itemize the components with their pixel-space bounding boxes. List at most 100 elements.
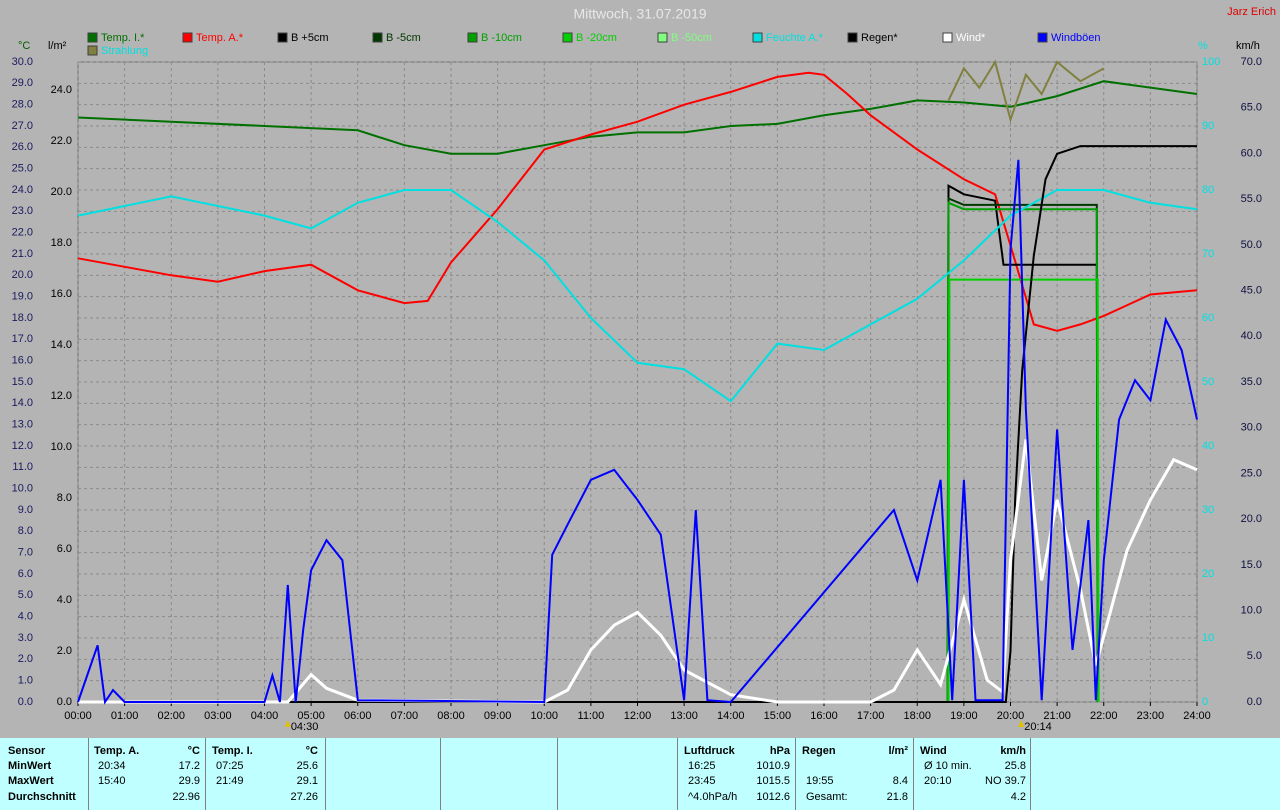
cell-value: 1012.6 [756, 791, 790, 803]
column-unit: km/h [1000, 745, 1026, 757]
y-tick-label: 26.0 [12, 141, 33, 153]
table-divider [205, 738, 206, 810]
y-tick-label: 15.0 [12, 376, 33, 388]
y4-tick-label: 0.0 [1247, 696, 1262, 708]
y-tick-label: 14.0 [12, 397, 33, 409]
y-tick-label: 18.0 [12, 312, 33, 324]
cell-value: 29.1 [296, 775, 318, 787]
x-tick-label: 15:00 [764, 710, 792, 722]
y3-tick-label: 90 [1202, 120, 1214, 132]
cell-value: 22.96 [172, 791, 200, 803]
cell-value: 27.26 [290, 791, 318, 803]
table-divider [795, 738, 796, 810]
cell-value: 1015.5 [756, 775, 790, 787]
column-unit: °C [305, 745, 318, 757]
cell-value: 29.9 [178, 775, 200, 787]
cell-value: 21.8 [886, 791, 908, 803]
legend-swatch [752, 32, 763, 43]
y2-tick-label: 0.0 [57, 696, 72, 708]
y-tick-label: 24.0 [12, 184, 33, 196]
x-tick-label: 07:00 [391, 710, 419, 722]
x-tick-label: 00:00 [64, 710, 92, 722]
series-line [77, 159, 1198, 705]
cell-value: 25.6 [296, 760, 318, 772]
legend-label: B +5cm [291, 32, 329, 44]
legend-label: B -20cm [576, 32, 617, 44]
cell-time: Ø 10 min. [924, 760, 972, 772]
row-label: Durchschnitt [8, 791, 76, 803]
y3-tick-label: 100 [1202, 56, 1220, 68]
column-header: Wind [920, 745, 947, 757]
y2-axis-unit: l/m² [48, 40, 67, 52]
y3-tick-label: 0 [1202, 696, 1208, 708]
legend-label: Wind* [956, 32, 986, 44]
y2-tick-label: 16.0 [51, 288, 72, 300]
y-tick-label: 2.0 [18, 653, 33, 665]
y4-axis-unit: km/h [1236, 40, 1260, 52]
cell-value: 1010.9 [756, 760, 790, 772]
y2-tick-label: 4.0 [57, 594, 72, 606]
x-tick-label: 08:00 [437, 710, 465, 722]
y4-tick-label: 30.0 [1241, 422, 1262, 434]
author: Jarz Erich [1227, 6, 1276, 18]
y4-tick-label: 35.0 [1241, 376, 1262, 388]
y-tick-label: 28.0 [12, 99, 33, 111]
cell-time: 19:55 [806, 775, 834, 787]
y4-tick-label: 5.0 [1247, 650, 1262, 662]
y4-tick-label: 40.0 [1241, 330, 1262, 342]
chart: Mittwoch, 31.07.2019 Jarz Erich °C l/m² … [12, 6, 1276, 733]
cell-time: ^4.0hPa/h [688, 791, 738, 803]
y3-axis-unit: % [1198, 40, 1208, 52]
legend-label: Feuchte A.* [766, 32, 824, 44]
cell-value: NO 39.7 [985, 775, 1026, 787]
cell-time: Gesamt: [806, 791, 848, 803]
y2-tick-label: 18.0 [51, 237, 72, 249]
column-unit: hPa [769, 745, 790, 757]
table-divider [1030, 738, 1031, 810]
row-label: Sensor [8, 745, 46, 757]
table-divider [88, 738, 89, 810]
y-tick-label: 9.0 [18, 504, 33, 516]
legend-label: B -50cm [671, 32, 712, 44]
y-tick-label: 11.0 [12, 461, 33, 473]
table-divider [557, 738, 558, 810]
y4-tick-label: 45.0 [1241, 284, 1262, 296]
x-tick-label: 10:00 [530, 710, 558, 722]
legend-label: Temp. A.* [196, 32, 244, 44]
y-tick-label: 6.0 [18, 568, 33, 580]
cell-time: 07:25 [216, 760, 244, 772]
x-tick-label: 12:00 [624, 710, 652, 722]
legend-swatch [182, 32, 193, 43]
cell-time: 15:40 [98, 775, 126, 787]
y2-tick-label: 12.0 [51, 390, 72, 402]
y3-tick-label: 40 [1202, 440, 1214, 452]
y4-tick-label: 60.0 [1241, 147, 1262, 159]
y-tick-label: 29.0 [12, 77, 33, 89]
legend-swatch [87, 32, 98, 43]
y-tick-label: 25.0 [12, 163, 33, 175]
y4-tick-label: 15.0 [1241, 559, 1262, 571]
row-label: MaxWert [8, 775, 54, 787]
table-divider [677, 738, 678, 810]
x-tick-label: 20:00 [997, 710, 1025, 722]
series-line [77, 80, 1198, 155]
x-tick-label: 16:00 [810, 710, 838, 722]
y4-tick-label: 10.0 [1241, 604, 1262, 616]
table-divider [440, 738, 441, 810]
x-tick-label: 06:00 [344, 710, 372, 722]
legend-label: Temp. I.* [101, 32, 145, 44]
cell-time: 20:10 [924, 775, 952, 787]
x-tick-label: 23:00 [1137, 710, 1165, 722]
legend-label: Regen* [861, 32, 898, 44]
x-tick-label: 13:00 [670, 710, 698, 722]
y-tick-label: 30.0 [12, 56, 33, 68]
y-tick-label: 1.0 [18, 675, 33, 687]
cell-value: 25.8 [1004, 760, 1026, 772]
x-tick-label: 19:00 [950, 710, 978, 722]
legend-swatch [942, 32, 953, 43]
y4-tick-label: 25.0 [1241, 467, 1262, 479]
x-tick-label: 02:00 [157, 710, 185, 722]
cell-time: 16:25 [688, 760, 716, 772]
y-tick-label: 22.0 [12, 227, 33, 239]
annotation: 20:14 [1024, 721, 1052, 733]
